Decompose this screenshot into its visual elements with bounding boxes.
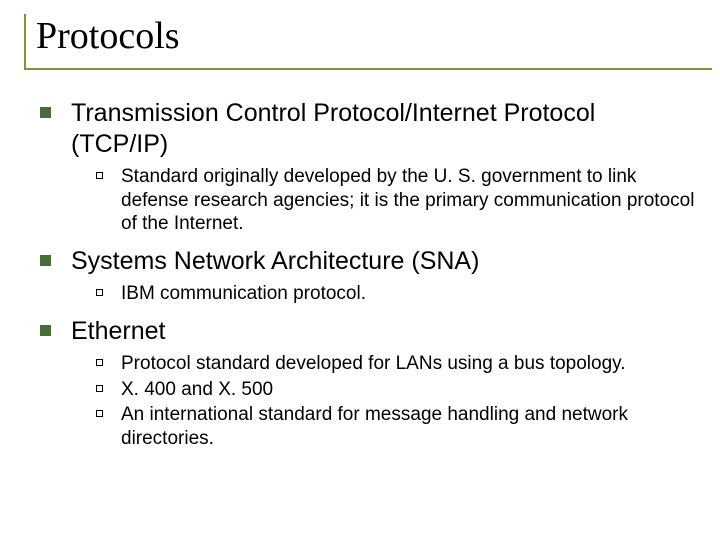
- sublist: Protocol standard developed for LANs usi…: [96, 352, 696, 450]
- hollow-square-bullet-icon: [96, 410, 103, 417]
- subitem-label: An international standard for message ha…: [121, 403, 696, 450]
- subitem-label: X. 400 and X. 500: [121, 378, 273, 402]
- hollow-square-bullet-icon: [96, 385, 103, 392]
- item-label: Ethernet: [71, 316, 166, 347]
- square-bullet-icon: [40, 107, 51, 118]
- list-item: Transmission Control Protocol/Internet P…: [40, 98, 696, 159]
- list-item: Ethernet: [40, 316, 696, 347]
- hollow-square-bullet-icon: [96, 289, 103, 296]
- square-bullet-icon: [40, 325, 51, 336]
- slide-title: Protocols: [36, 14, 712, 58]
- list-item: Standard originally developed by the U. …: [96, 165, 696, 236]
- item-label: Transmission Control Protocol/Internet P…: [71, 98, 696, 159]
- sublist: IBM communication protocol.: [96, 282, 696, 306]
- slide-content: Transmission Control Protocol/Internet P…: [24, 98, 696, 450]
- hollow-square-bullet-icon: [96, 172, 103, 179]
- list-item: Systems Network Architecture (SNA): [40, 246, 696, 277]
- sublist: Standard originally developed by the U. …: [96, 165, 696, 236]
- list-item: Protocol standard developed for LANs usi…: [96, 352, 696, 376]
- list-item: X. 400 and X. 500: [96, 378, 696, 402]
- hollow-square-bullet-icon: [96, 359, 103, 366]
- slide: Protocols Transmission Control Protocol/…: [0, 0, 720, 540]
- subitem-label: Protocol standard developed for LANs usi…: [121, 352, 626, 376]
- square-bullet-icon: [40, 255, 51, 266]
- list-item: IBM communication protocol.: [96, 282, 696, 306]
- subitem-label: IBM communication protocol.: [121, 282, 366, 306]
- subitem-label: Standard originally developed by the U. …: [121, 165, 696, 236]
- list-item: An international standard for message ha…: [96, 403, 696, 450]
- item-label: Systems Network Architecture (SNA): [71, 246, 479, 277]
- title-rule: Protocols: [24, 14, 712, 70]
